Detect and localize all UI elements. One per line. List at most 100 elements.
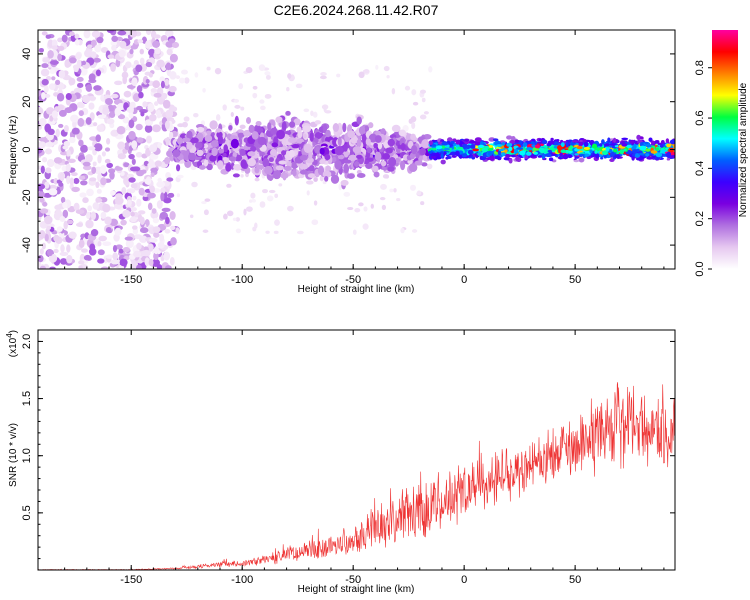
spectrogram-cell [102,241,112,247]
spectrogram-cell [421,97,426,103]
x-tick-label: -150 [120,274,142,286]
spectrogram-cell [222,152,227,158]
spectrogram-cell [217,160,224,170]
spectrogram-cell [76,101,84,108]
spectrogram-cell [562,154,569,160]
spectrogram-cell [239,148,246,157]
spectrogram-cell [281,150,287,156]
spectrogram-cell [130,183,138,189]
spectrogram-cell [203,209,209,216]
spectrogram-cell [118,248,124,254]
spectrogram-cell [102,203,111,213]
spectrogram-cell [493,155,501,160]
spectrogram-cell [41,78,49,86]
spectrogram-cell [38,141,46,149]
spectrogram-cell [380,160,387,167]
spectrogram-cell [71,186,80,193]
spectrogram-cell [293,118,301,126]
spectrogram-cell [338,183,342,191]
spectrogram-cell [146,135,152,144]
spectrogram-cell [82,161,91,167]
spectrogram-cell [623,148,627,152]
spectrogram-cell [625,144,633,149]
spectrogram-cell [42,201,48,207]
spectrogram-cell [105,227,112,233]
spectrogram-cell [56,93,65,102]
spectrogram-cell [97,154,102,164]
spectrogram-cell [332,123,340,132]
spectrogram-cell [86,188,94,197]
spectrogram-cell [559,152,563,157]
colorbar-tick-label: 0.8 [694,60,706,75]
spectrogram-cell [362,69,370,74]
colorbar-tick-label: 0.4 [694,161,706,176]
spectrogram-cell [567,154,573,158]
spectrogram-cell [89,136,98,141]
colorbar-tick-label: 0.6 [694,110,706,125]
spectrogram-cell [361,133,367,143]
spectrogram-cell [38,47,44,53]
spectrogram-cell [163,251,171,261]
spectrogram-cell [467,149,474,155]
spectrogram-cell [60,196,66,204]
spectrogram-cell [62,145,69,150]
spectrogram-cell [538,147,545,153]
spectrogram-cell [524,155,529,160]
spectrogram-cell [117,30,127,36]
spectrogram-cell [62,201,68,209]
spectrogram-cell [211,147,218,157]
spectrogram-cell [217,134,224,145]
spectrogram-cell [387,138,395,147]
spectrogram-cell [247,151,256,157]
spectrogram-cell [330,174,340,184]
spectrogram-cell [287,137,297,144]
spectrogram-cell [175,75,181,80]
spectrogram-cell [636,134,641,141]
spectrogram-cell [234,104,241,109]
spectrogram-cell [583,141,589,147]
spectrogram-cell [347,206,354,211]
spectrogram-cell [128,112,134,119]
spectrogram-cell [66,219,74,225]
spectrogram-cell [151,258,160,267]
spectrogram-cell [613,153,621,159]
spectrogram-cell [426,163,433,170]
spectrogram-cell [160,80,165,89]
spectrogram-cell [313,177,318,182]
spectrogram-cell [348,154,358,161]
spectrogram-cell [477,144,485,149]
spectrogram-cell [251,131,259,140]
spectrogram-cell [114,107,121,116]
spectrogram-cell [82,165,92,171]
colorbar-axes: 0.0 0.2 0.4 0.6 0.8 [694,60,712,277]
spectrogram-cell [602,150,608,156]
spectrogram-cell [67,158,76,163]
spectrogram-cell [59,172,65,182]
spectrogram-cell [533,151,539,155]
spectrogram-cell [560,149,567,154]
spectrogram-cell [138,235,148,243]
spectrogram-cell [111,44,117,51]
spectrogram-cell [87,44,93,49]
spectrogram-cell [255,127,264,134]
spectrogram-cell [411,145,418,155]
spectrogram-cell [356,116,362,125]
spectrogram-cell [259,99,265,104]
spectrogram-cell [613,137,617,143]
spectrogram-cell [296,230,304,235]
spectrogram-cell [322,123,328,134]
spectrogram-cell [347,173,355,179]
spectrogram-cell [217,155,223,162]
spectrogram-cell [90,229,99,237]
spectrogram-cell [331,156,337,164]
spectrogram-cell [246,117,251,124]
spectrogram-cell [621,137,629,141]
spectrogram-cell [117,114,126,120]
spectrogram-cell [312,111,318,118]
spectrogram-cell [411,89,417,96]
spectrogram-cell [114,196,124,205]
spectrogram-cell [223,213,228,220]
spectrogram-cell [655,152,663,158]
snr-axes: -150 -100 -50 0 50 0.5 1.0 1.5 2.0 [21,330,675,586]
